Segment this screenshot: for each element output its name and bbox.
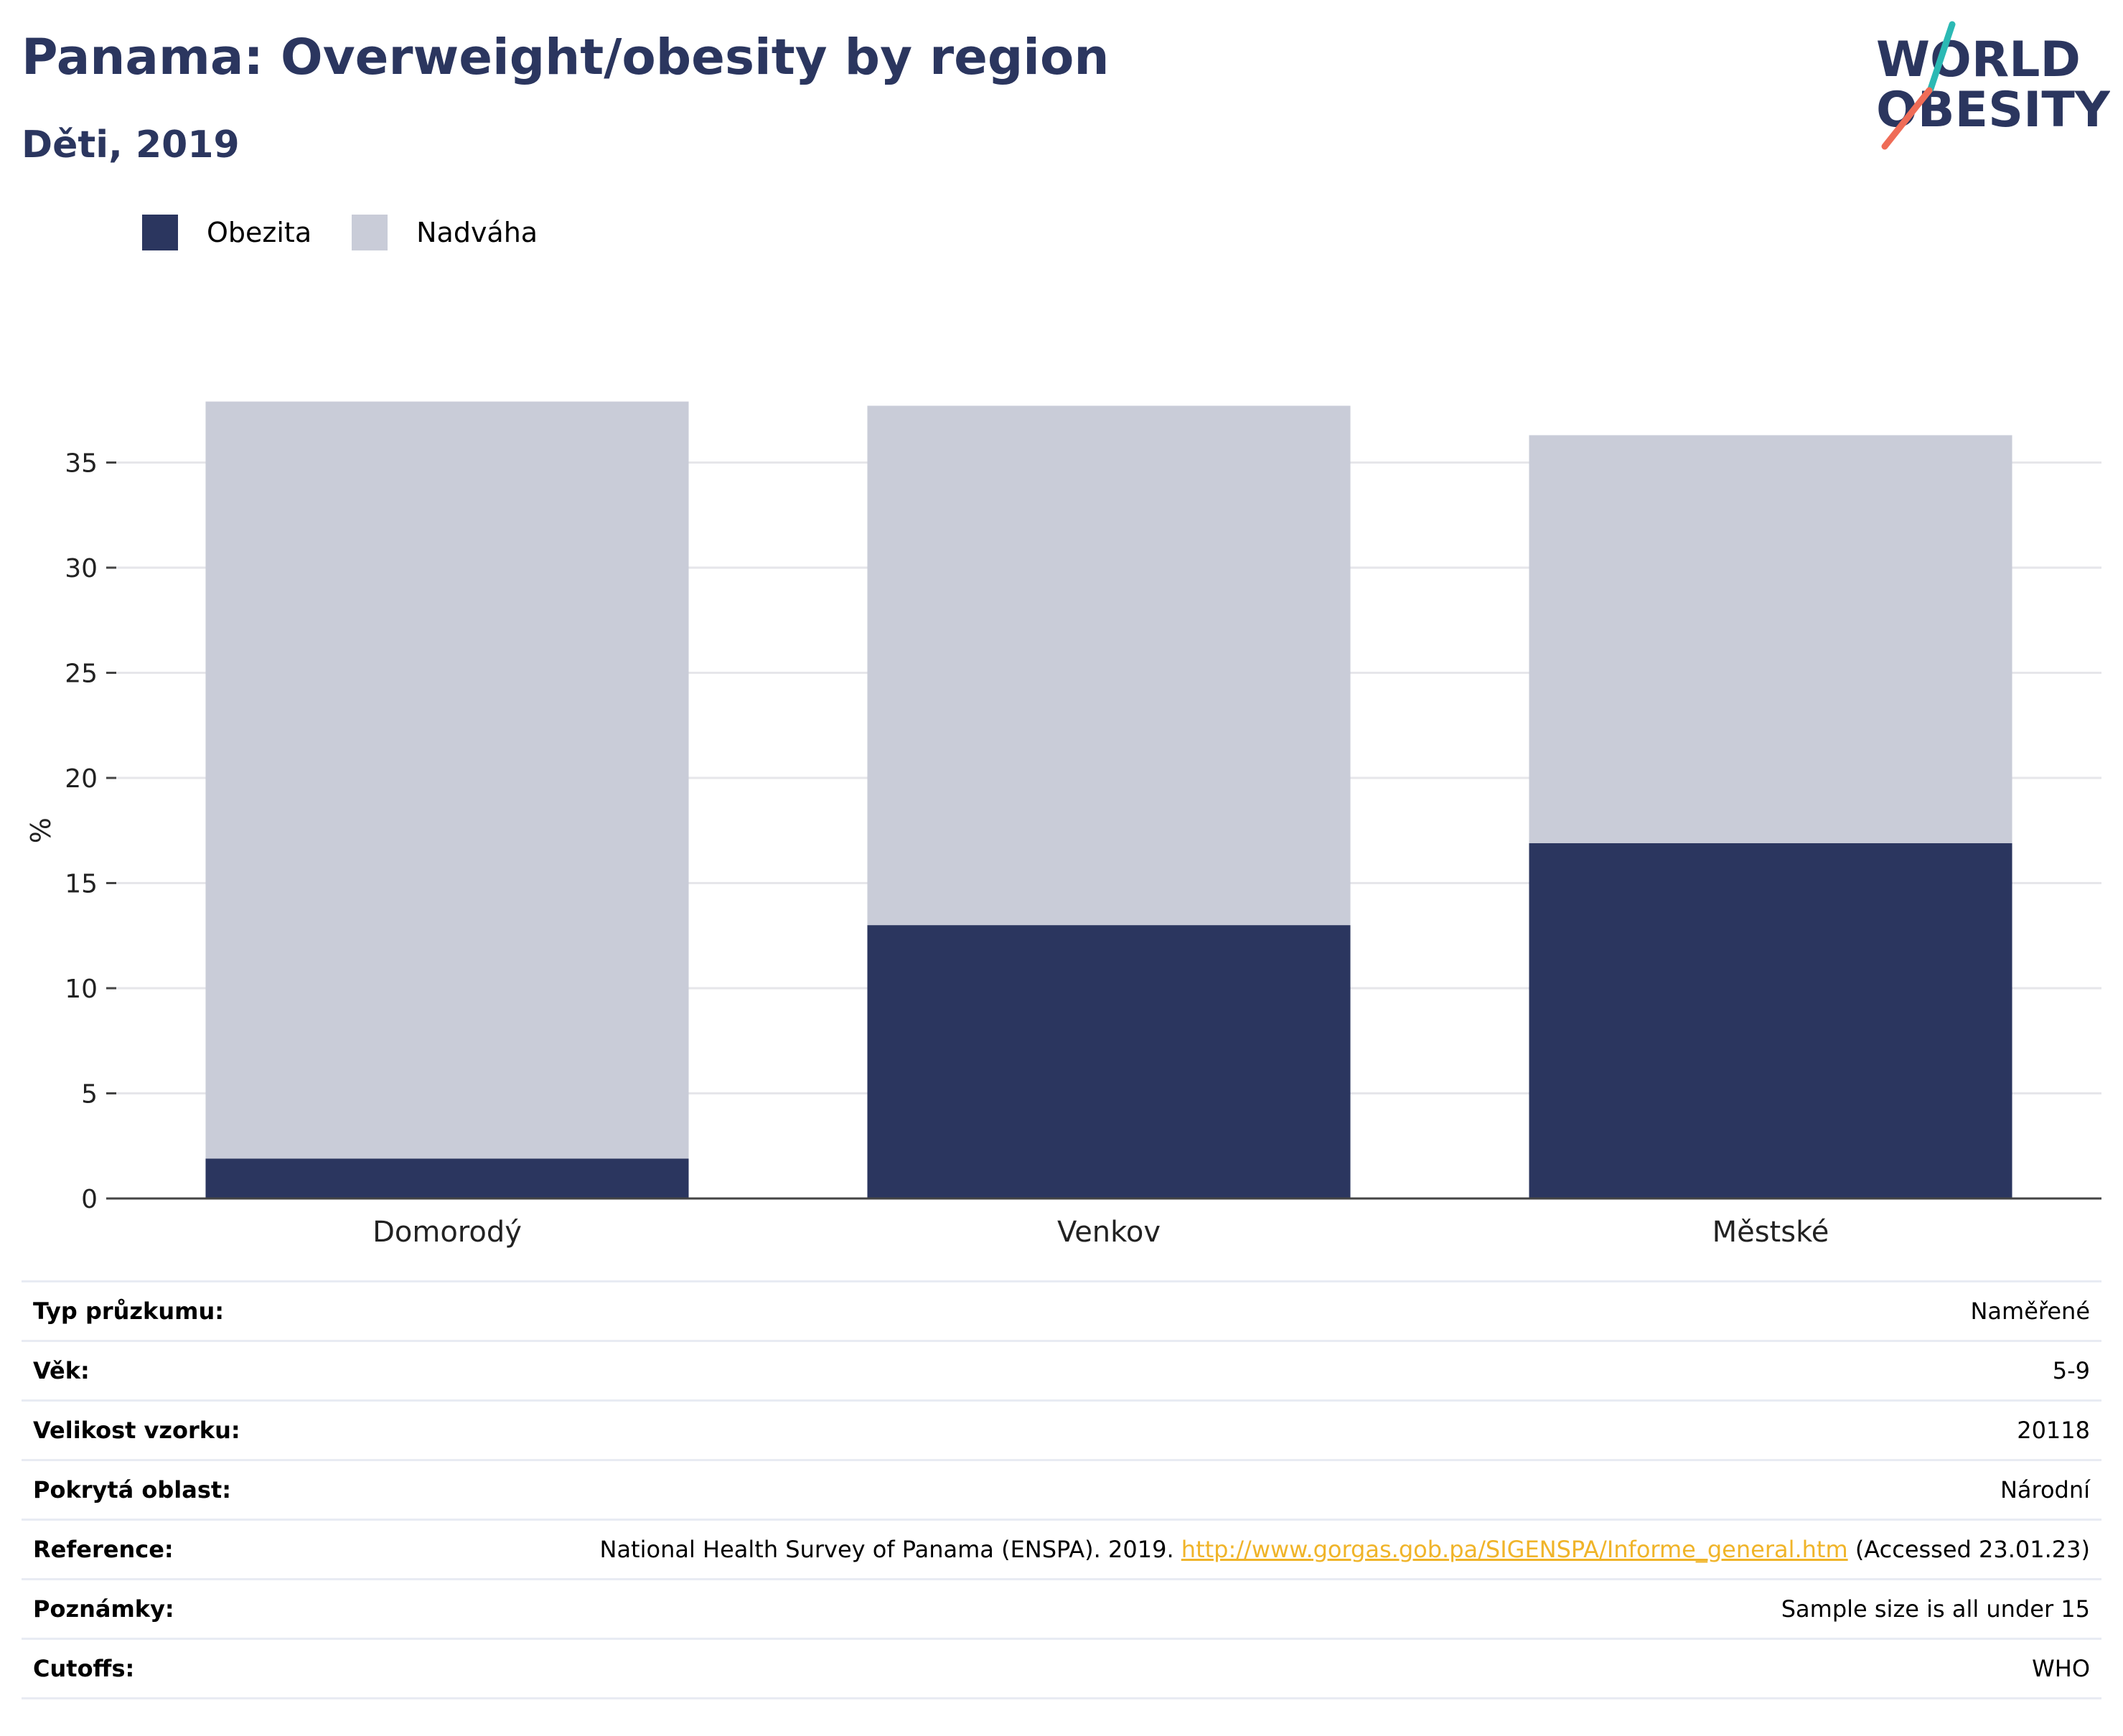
y-tick-label: 20 — [65, 764, 98, 794]
stacked-bar-chart: 0 5 10 15 20 25 30 35% Domorodý Venkov Městské — [25, 401, 2101, 1249]
legend-swatch-nadvaha — [352, 215, 388, 250]
info-key: Typ průzkumu: — [33, 1298, 225, 1325]
chart-legend: Obezita Nadváha — [142, 212, 578, 253]
info-value: Národní — [2000, 1476, 2090, 1503]
world-obesity-logo: WORLD OBESITY — [1876, 21, 2110, 150]
info-value: National Health Survey of Panama (ENSPA)… — [296, 1520, 2101, 1580]
info-row-notes: Poznámky: Sample size is all under 15 — [22, 1579, 2101, 1639]
reference-link[interactable]: http://www.gorgas.gob.pa/SIGENSPA/Inform… — [1181, 1536, 1848, 1563]
legend-swatch-obezita — [142, 215, 178, 250]
legend-label-nadvaha: Nadváha — [416, 217, 538, 248]
info-value: 5-9 — [2052, 1357, 2090, 1384]
chart-title: Panama: Overweight/obesity by region — [22, 29, 1110, 86]
chart-subtitle: Děti, 2019 — [22, 123, 240, 166]
reference-text: National Health Survey of Panama (ENSPA)… — [599, 1536, 1181, 1563]
y-tick-label: 5 — [81, 1080, 98, 1109]
bar-segment-obezita — [205, 1158, 689, 1198]
info-row-reference: Reference: National Health Survey of Pan… — [22, 1519, 2101, 1580]
info-key: Věk: — [33, 1357, 90, 1384]
info-value: Naměřené — [1970, 1298, 2090, 1325]
logo-slash-top — [1927, 21, 1956, 93]
y-tick-label: 10 — [65, 975, 98, 1004]
info-row-survey-type: Typ průzkumu: Naměřené — [22, 1281, 2101, 1341]
legend-item-obezita[interactable]: Obezita — [142, 215, 311, 250]
bar-segment-obezita — [867, 925, 1351, 1198]
bar-segment-nadvaha — [867, 405, 1351, 926]
x-tick-label: Venkov — [1057, 1216, 1161, 1249]
legend-item-nadvaha[interactable]: Nadváha — [352, 215, 538, 250]
info-key: Pokrytá oblast: — [33, 1476, 231, 1503]
survey-info-table: Typ průzkumu: Naměřené Věk: 5-9 Velikost… — [22, 1280, 2101, 1699]
bar-segment-nadvaha — [1529, 435, 2012, 843]
y-tick-label: 15 — [65, 870, 98, 899]
x-tick-label: Městské — [1712, 1216, 1829, 1249]
info-key: Cutoffs: — [33, 1655, 135, 1682]
info-key: Poznámky: — [33, 1595, 174, 1623]
info-row-area-covered: Pokrytá oblast: Národní — [22, 1460, 2101, 1520]
logo-slash-bottom — [1881, 87, 1933, 150]
y-tick-label: 35 — [65, 449, 98, 479]
info-value: 20118 — [2017, 1417, 2090, 1444]
info-row-cutoffs: Cutoffs: WHO — [22, 1638, 2101, 1699]
bar-segment-obezita — [1529, 843, 2012, 1198]
info-value: Sample size is all under 15 — [1781, 1595, 2090, 1623]
legend-label-obezita: Obezita — [207, 217, 312, 248]
reference-accessed: (Accessed 23.01.23) — [1847, 1536, 2090, 1563]
info-key: Velikost vzorku: — [33, 1417, 240, 1444]
x-tick-label: Domorodý — [372, 1216, 522, 1249]
info-key: Reference: — [33, 1536, 174, 1563]
info-row-sample-size: Velikost vzorku: 20118 — [22, 1400, 2101, 1460]
info-value: WHO — [2032, 1655, 2090, 1682]
y-tick-label: 30 — [65, 554, 98, 583]
logo-word-world: WORLD — [1876, 32, 2081, 88]
y-axis-label: % — [25, 817, 57, 843]
info-row-age: Věk: 5-9 — [22, 1341, 2101, 1401]
bar-segment-nadvaha — [205, 401, 689, 1159]
y-tick-label: 25 — [65, 660, 98, 689]
y-tick-label: 0 — [81, 1185, 98, 1214]
